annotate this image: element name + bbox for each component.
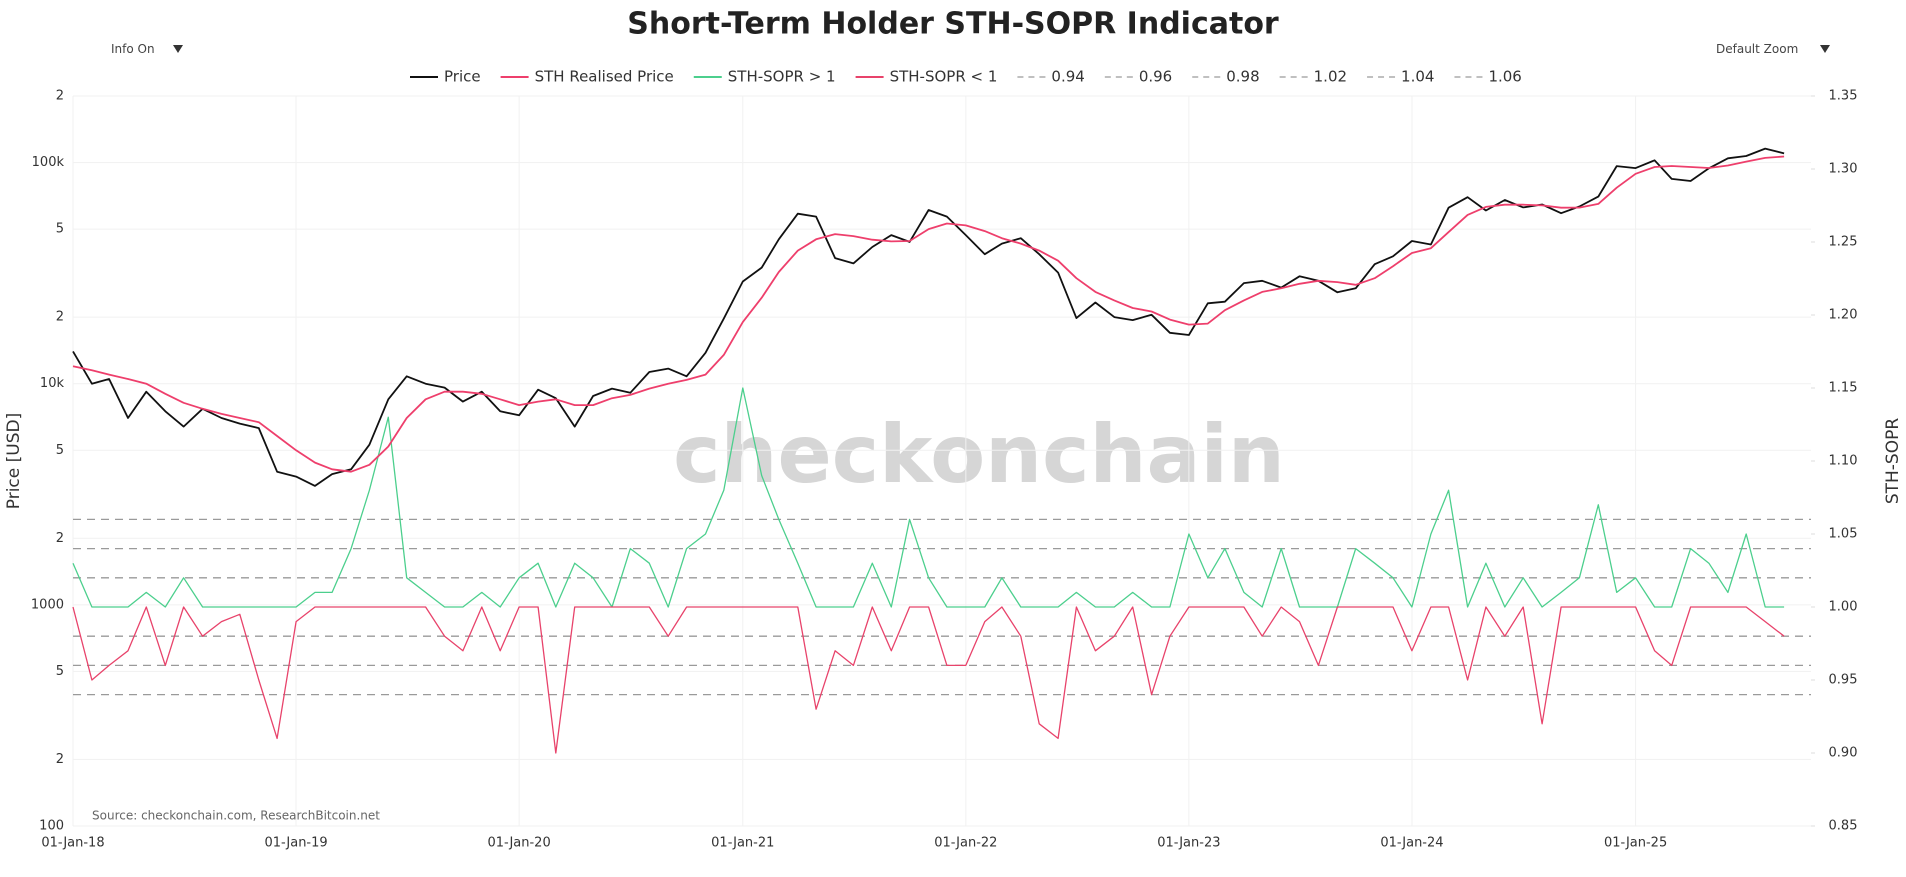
y-tick-label: 1000 <box>31 597 64 612</box>
legend-item: STH Realised Price <box>500 68 674 86</box>
y2-tick-label: 1.30 <box>1829 162 1858 177</box>
y2-tick-label: 0.85 <box>1829 819 1858 834</box>
x-tick-label: 01-Jan-18 <box>41 836 104 851</box>
dropdown-arrow <box>1820 45 1830 53</box>
y-tick-label: 100 <box>39 819 64 834</box>
legend-label: STH-SOPR > 1 <box>728 68 836 86</box>
watermark: checkonchain <box>673 408 1285 501</box>
x-tick-label: 01-Jan-24 <box>1380 836 1443 851</box>
legend-label: 0.96 <box>1139 68 1172 86</box>
legend-label: 1.04 <box>1401 68 1434 86</box>
legend: Price STH Realised Price STH-SOPR > 1 STH-S… <box>410 68 1522 86</box>
legend-item: 1.06 <box>1454 68 1522 86</box>
legend-item: 0.94 <box>1017 68 1085 86</box>
legend-label: 1.06 <box>1488 68 1521 86</box>
y-tick-label: 2 <box>56 89 64 104</box>
y2-tick-label: 1.35 <box>1829 89 1858 104</box>
x-tick-label: 01-Jan-20 <box>487 836 550 851</box>
info-label: Info On <box>111 42 155 56</box>
legend-label: 0.94 <box>1051 68 1084 86</box>
y2-tick-label: 0.95 <box>1829 673 1858 688</box>
legend-item: 0.96 <box>1104 68 1172 86</box>
y-tick-label: 2 <box>56 752 64 767</box>
y-tick-label: 5 <box>56 443 64 458</box>
y-tick-label: 5 <box>56 222 64 237</box>
y2-tick-label: 1.15 <box>1829 381 1858 396</box>
legend-label: Price <box>444 68 481 86</box>
info-dropdown[interactable]: Info On <box>103 35 189 63</box>
x-tick-label: 01-Jan-25 <box>1604 836 1667 851</box>
series-line <box>72 606 1785 754</box>
y2-tick-label: 0.90 <box>1829 746 1858 761</box>
source-note: Source: checkonchain.com, ResearchBitcoi… <box>92 809 380 823</box>
chart-title: Short-Term Holder STH-SOPR Indicator <box>627 7 1279 42</box>
series-line <box>72 155 1785 473</box>
legend-item: 1.02 <box>1279 68 1347 86</box>
y-tick-label: 100k <box>32 155 65 170</box>
x-tick-label: 01-Jan-21 <box>711 836 774 851</box>
y-tick-label: 5 <box>56 664 64 679</box>
y2-tick-label: 1.10 <box>1829 454 1858 469</box>
y-axis-label: Price [USD] <box>4 413 24 509</box>
y2-tick-label: 1.20 <box>1829 308 1858 323</box>
y-tick-label: 2 <box>56 531 64 546</box>
y2-tick-label: 1.05 <box>1829 527 1858 542</box>
zoom-label: Default Zoom <box>1716 42 1799 56</box>
x-tick-label: 01-Jan-22 <box>934 836 997 851</box>
x-tick-label: 01-Jan-23 <box>1157 836 1220 851</box>
legend-label: 1.02 <box>1314 68 1347 86</box>
dropdown-arrow <box>173 45 183 53</box>
legend-item: 1.04 <box>1367 68 1434 86</box>
series-line <box>72 387 1785 608</box>
y-tick-label: 10k <box>40 376 65 391</box>
legend-item: STH-SOPR < 1 <box>855 68 998 86</box>
y-tick-label: 2 <box>56 310 64 325</box>
y2-axis-label: STH-SOPR <box>1883 418 1903 505</box>
legend-label: STH Realised Price <box>535 68 674 86</box>
legend-label: STH-SOPR < 1 <box>890 68 998 86</box>
legend-label: 0.98 <box>1226 68 1259 86</box>
legend-item: Price <box>410 68 481 86</box>
y2-tick-label: 1.00 <box>1829 600 1858 615</box>
legend-item: STH-SOPR > 1 <box>693 68 836 86</box>
zoom-dropdown[interactable]: Default Zoom <box>1708 35 1836 63</box>
series-line <box>72 147 1785 487</box>
x-tick-label: 01-Jan-19 <box>264 836 327 851</box>
legend-item: 0.98 <box>1192 68 1260 86</box>
y2-tick-label: 1.25 <box>1829 235 1858 250</box>
